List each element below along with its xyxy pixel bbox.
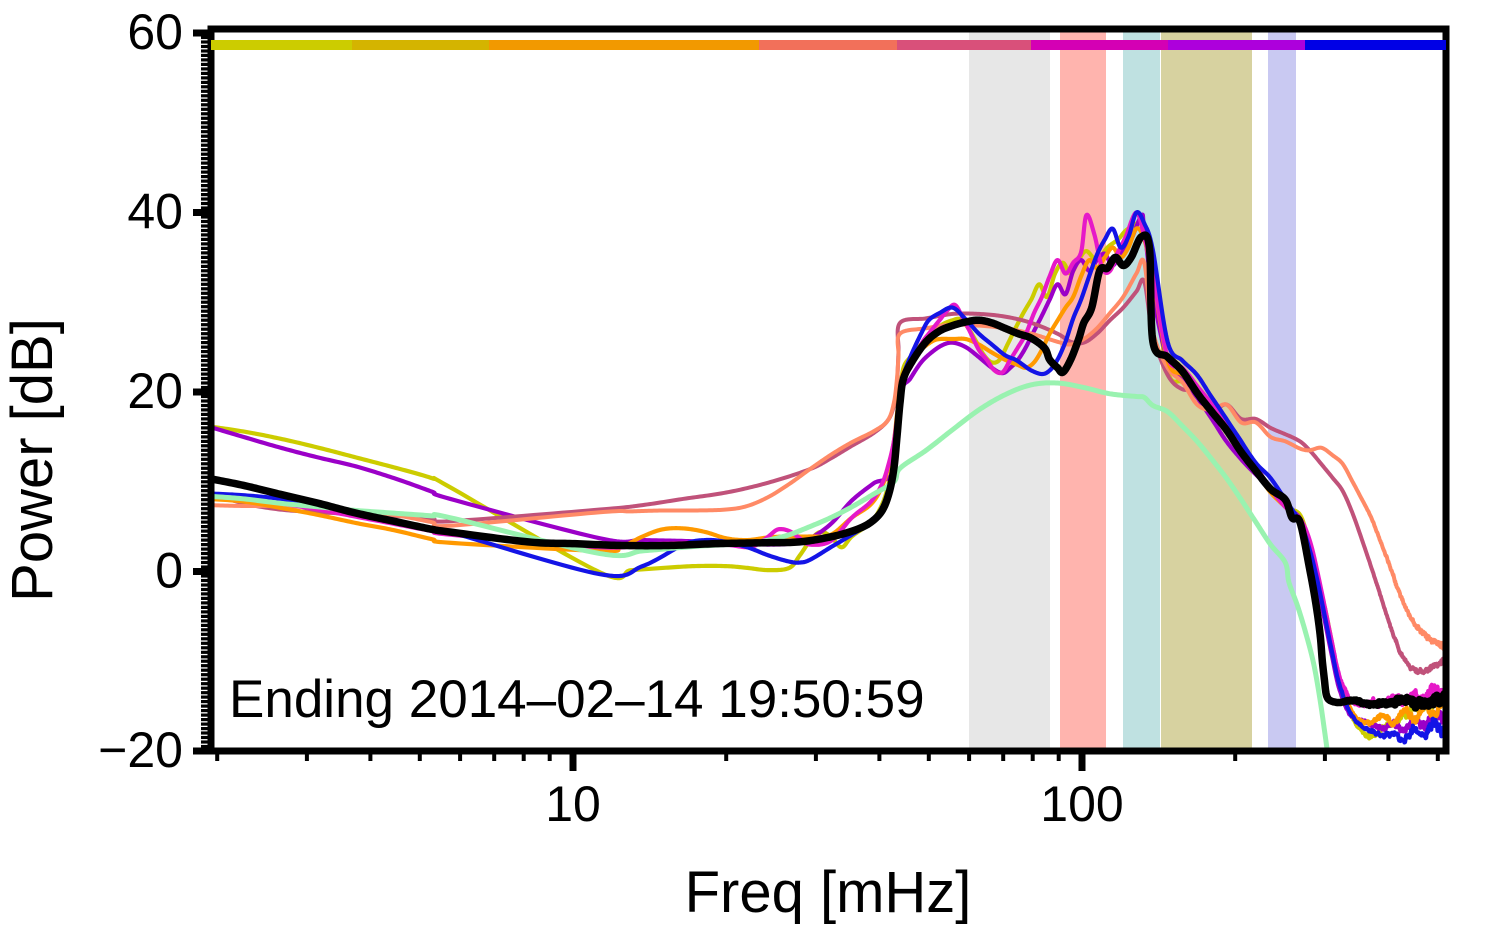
svg-text:100: 100 bbox=[1040, 776, 1123, 832]
svg-text:60: 60 bbox=[127, 4, 183, 60]
svg-text:0: 0 bbox=[155, 543, 183, 599]
svg-text:40: 40 bbox=[127, 184, 183, 240]
svg-text:Ending 2014–02–14 19:50:59: Ending 2014–02–14 19:50:59 bbox=[229, 670, 925, 729]
svg-text:10: 10 bbox=[545, 776, 601, 832]
svg-text:−20: −20 bbox=[98, 722, 183, 778]
svg-text:20: 20 bbox=[127, 363, 183, 419]
svg-text:Power [dB]: Power [dB] bbox=[0, 318, 65, 602]
svg-text:Freq [mHz]: Freq [mHz] bbox=[685, 860, 972, 925]
